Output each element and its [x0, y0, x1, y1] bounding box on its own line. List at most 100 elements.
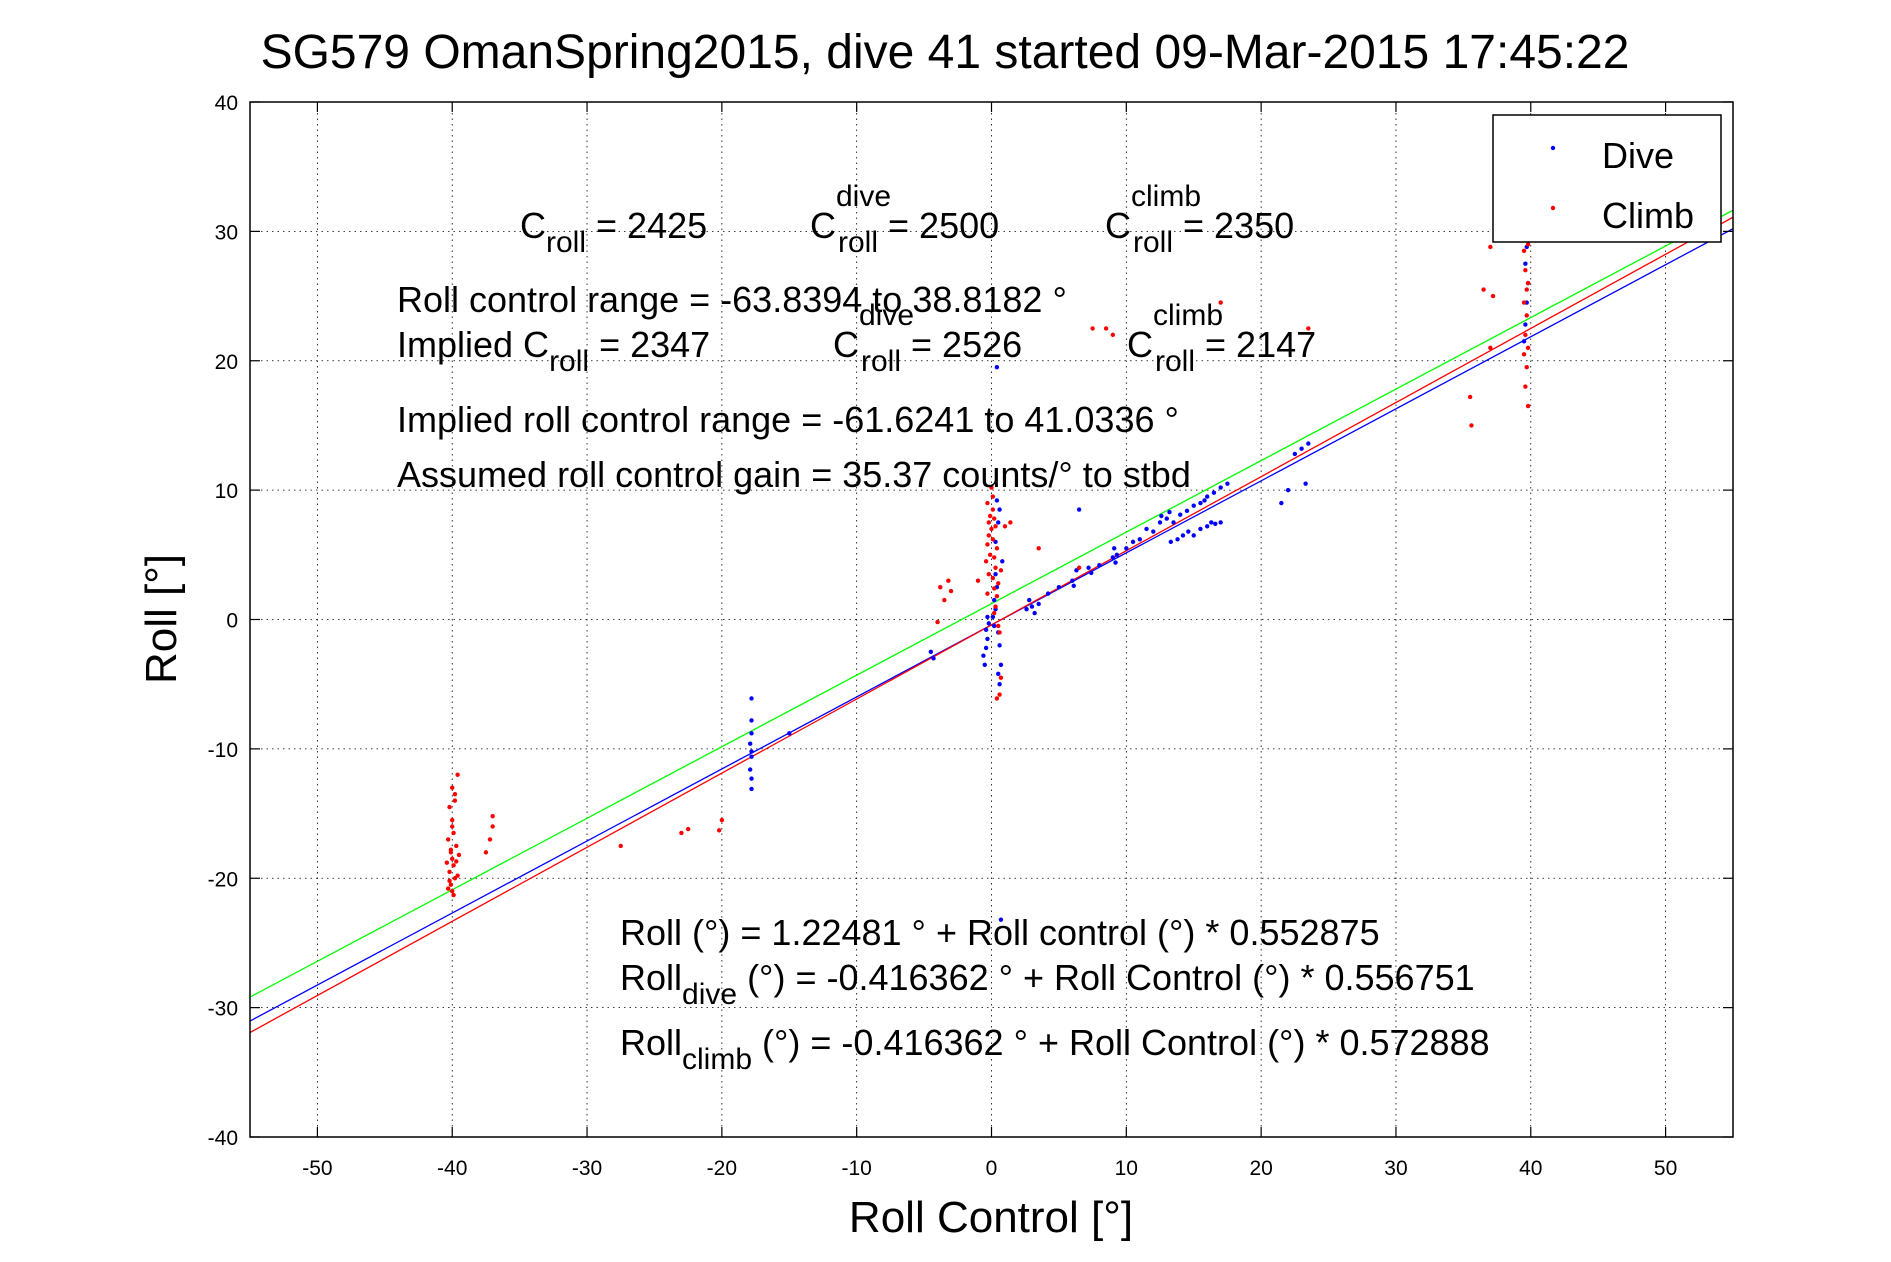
point-climb — [1469, 423, 1474, 428]
point-dive — [1209, 520, 1214, 525]
y-tick-label: 20 — [215, 351, 238, 374]
point-dive — [991, 623, 997, 629]
point-climb — [1110, 332, 1116, 338]
point-dive — [1157, 520, 1163, 525]
legend-climb-marker — [1550, 205, 1556, 211]
point-dive — [749, 718, 754, 723]
point-climb — [994, 546, 1000, 551]
point-dive — [1036, 601, 1041, 607]
point-climb — [451, 892, 456, 898]
point-dive — [1303, 481, 1308, 486]
point-dive — [1151, 529, 1156, 534]
fit-line-0 — [250, 209, 1733, 998]
point-dive — [1097, 562, 1102, 568]
point-dive — [1186, 529, 1191, 534]
point-climb — [679, 830, 684, 836]
point-dive — [1523, 322, 1528, 327]
grid — [250, 101, 1733, 1138]
point-climb — [990, 537, 996, 542]
point-climb — [983, 559, 989, 564]
point-dive — [985, 614, 990, 620]
point-climb — [993, 524, 998, 529]
point-climb — [938, 584, 943, 590]
point-climb — [987, 513, 993, 519]
point-climb — [1523, 384, 1528, 389]
y-tick-label: -10 — [208, 739, 238, 762]
point-dive — [1089, 570, 1094, 576]
point-dive — [747, 741, 753, 746]
point-dive — [931, 656, 936, 661]
point-climb — [450, 888, 455, 894]
annotation-c-roll-dive: Cdive — [810, 180, 891, 246]
y-tick-label: -30 — [208, 998, 238, 1021]
point-climb — [986, 520, 992, 525]
y-tick-label: 10 — [215, 480, 238, 503]
point-climb — [985, 591, 990, 596]
annotation-implied-c-roll-climb: Cclimb — [1127, 299, 1223, 365]
point-climb — [451, 863, 456, 868]
point-climb — [946, 578, 951, 583]
point-climb — [986, 533, 992, 538]
point-dive — [1113, 560, 1118, 565]
point-climb — [987, 552, 993, 558]
point-dive — [996, 671, 1001, 677]
point-dive — [981, 653, 986, 658]
point-dive — [1205, 524, 1210, 529]
point-climb — [445, 837, 451, 842]
annotation-implied-c-roll: Implied Croll = 2347 — [397, 324, 710, 378]
point-dive — [749, 776, 754, 781]
point-dive — [1198, 526, 1203, 532]
point-climb — [996, 581, 1001, 586]
point-dive — [749, 786, 754, 792]
point-dive — [996, 520, 1001, 525]
point-dive — [1027, 597, 1032, 603]
point-dive — [749, 731, 754, 736]
point-climb — [448, 847, 454, 852]
point-dive — [1024, 606, 1029, 612]
point-dive — [1202, 498, 1207, 503]
point-climb — [454, 859, 459, 864]
x-tick-label: -20 — [707, 1157, 737, 1180]
x-tick-label: 30 — [1384, 1157, 1407, 1180]
point-climb — [719, 817, 725, 823]
fit-line-2 — [250, 216, 1733, 1034]
point-climb — [998, 568, 1004, 573]
point-climb — [991, 516, 997, 521]
point-dive — [997, 681, 1002, 687]
y-tick-label: 40 — [215, 92, 238, 115]
point-climb — [991, 555, 997, 560]
point-dive — [1137, 537, 1143, 542]
y-ticks: -40 -30 -20 -10 0 10 20 30 40 — [208, 92, 1733, 1150]
point-climb — [1481, 287, 1486, 292]
point-climb — [985, 500, 990, 506]
point-climb — [997, 630, 1002, 635]
point-climb — [1525, 345, 1531, 351]
point-climb — [1524, 313, 1529, 318]
x-tick-label: 10 — [1115, 1157, 1138, 1180]
point-climb — [990, 575, 996, 581]
point-dive — [997, 643, 1002, 648]
y-tick-label: -40 — [208, 1127, 238, 1150]
point-climb — [1490, 293, 1496, 299]
point-dive — [1070, 578, 1075, 583]
point-climb — [1488, 345, 1493, 351]
legend-climb-label: Climb — [1602, 195, 1694, 236]
point-dive — [1086, 565, 1091, 570]
point-dive — [998, 662, 1004, 667]
point-dive — [1184, 508, 1190, 514]
point-dive — [994, 365, 1000, 370]
legend-dive-label: Dive — [1602, 135, 1674, 176]
annotation-roll-control-range: Roll control range = -63.8394 to 38.8182… — [397, 279, 1067, 320]
point-climb — [1525, 280, 1531, 286]
legend-dive-marker — [1550, 145, 1556, 151]
point-dive — [998, 917, 1004, 922]
point-dive — [1521, 339, 1527, 344]
point-climb — [456, 852, 462, 858]
point-climb — [996, 623, 1001, 629]
point-dive — [1198, 500, 1203, 506]
point-climb — [454, 843, 459, 849]
point-climb — [1525, 403, 1531, 409]
point-dive — [1171, 520, 1176, 525]
point-climb — [989, 485, 994, 490]
point-dive — [983, 645, 989, 651]
